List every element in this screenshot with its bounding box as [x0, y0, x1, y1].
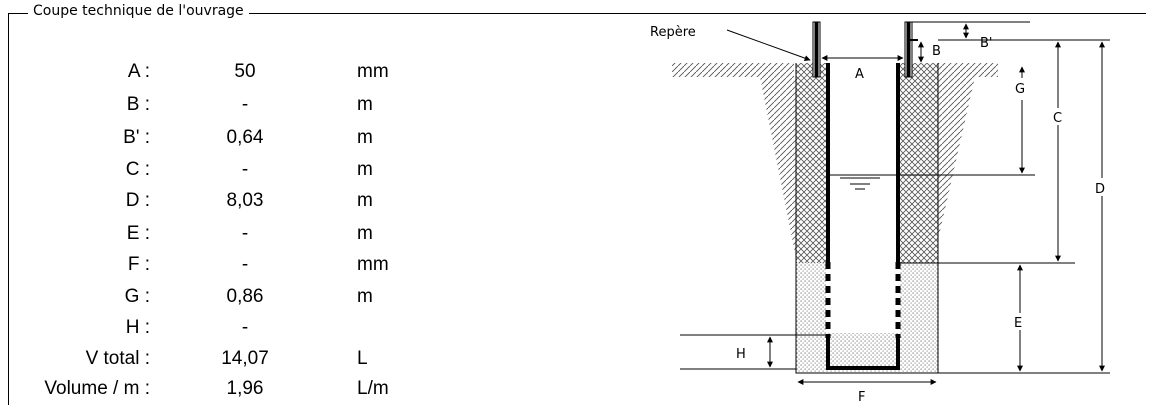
row-value: 0,86	[226, 286, 264, 307]
row-value: 50	[234, 61, 256, 82]
section-frame-left	[8, 13, 9, 405]
row-label: B' :	[123, 127, 150, 148]
row-value: 0,64	[226, 127, 264, 148]
row-e: E : - m	[0, 223, 420, 247]
gravel-pack-left	[796, 263, 826, 373]
row-value: 14,07	[221, 348, 269, 369]
row-unit: m	[357, 94, 373, 115]
row-bprime: B' : 0,64 m	[0, 127, 420, 151]
dim-a-label: A	[855, 67, 864, 82]
row-volume-per-m: Volume / m : 1,96 L/m	[0, 378, 420, 402]
row-unit: m	[357, 159, 373, 180]
dim-d-label: D	[1095, 182, 1105, 197]
row-g: G : 0,86 m	[0, 286, 420, 310]
row-label: A :	[127, 61, 150, 82]
row-c: C : - m	[0, 159, 420, 183]
repere-label: Repère	[650, 25, 696, 40]
row-unit: L/m	[357, 378, 389, 399]
row-label: E :	[126, 223, 150, 244]
row-h: H : -	[0, 317, 420, 341]
repere-pointer	[726, 29, 811, 61]
row-value: 1,96	[226, 378, 264, 399]
row-unit: L	[357, 348, 368, 369]
dim-b-label: B	[932, 44, 941, 59]
dim-c-label: C	[1053, 111, 1062, 126]
row-label: Volume / m :	[44, 378, 150, 399]
row-unit: m	[357, 223, 373, 244]
row-d: D : 8,03 m	[0, 190, 420, 214]
dim-h-label: H	[736, 347, 746, 362]
row-value: -	[241, 223, 249, 244]
row-v-total: V total : 14,07 L	[0, 348, 420, 372]
row-b: B : - m	[0, 94, 420, 118]
row-value: -	[241, 254, 249, 275]
row-a: A : 50 mm	[0, 61, 420, 85]
row-unit: mm	[357, 254, 389, 275]
row-label: B :	[126, 94, 150, 115]
row-label: G :	[124, 286, 150, 307]
row-label: C :	[125, 159, 150, 180]
row-unit: mm	[357, 61, 389, 82]
row-value: -	[241, 317, 249, 338]
seal-left	[796, 63, 826, 263]
row-label: D :	[125, 190, 150, 211]
dim-bprime-label: B'	[980, 36, 993, 51]
row-label: H :	[125, 317, 150, 338]
row-label: F :	[127, 254, 150, 275]
section-title: Coupe technique de l'ouvrage	[28, 3, 249, 19]
water-level-symbol	[840, 177, 880, 190]
dim-f-label: F	[858, 390, 865, 405]
row-f: F : - mm	[0, 254, 420, 278]
ground-right	[938, 63, 998, 240]
row-value: -	[241, 94, 249, 115]
borehole-wall	[795, 63, 939, 374]
row-unit: m	[357, 286, 373, 307]
section-frame-top	[8, 13, 1146, 14]
seal-right	[900, 63, 938, 263]
row-label: V total :	[85, 348, 150, 369]
row-value: 8,03	[226, 190, 264, 211]
dim-g-label: G	[1015, 82, 1025, 97]
row-unit: m	[357, 190, 373, 211]
dim-e-label: E	[1014, 316, 1022, 331]
gravel-pack-right	[900, 263, 938, 373]
row-value: -	[241, 159, 249, 180]
row-unit: m	[357, 127, 373, 148]
ground-left	[672, 63, 796, 258]
